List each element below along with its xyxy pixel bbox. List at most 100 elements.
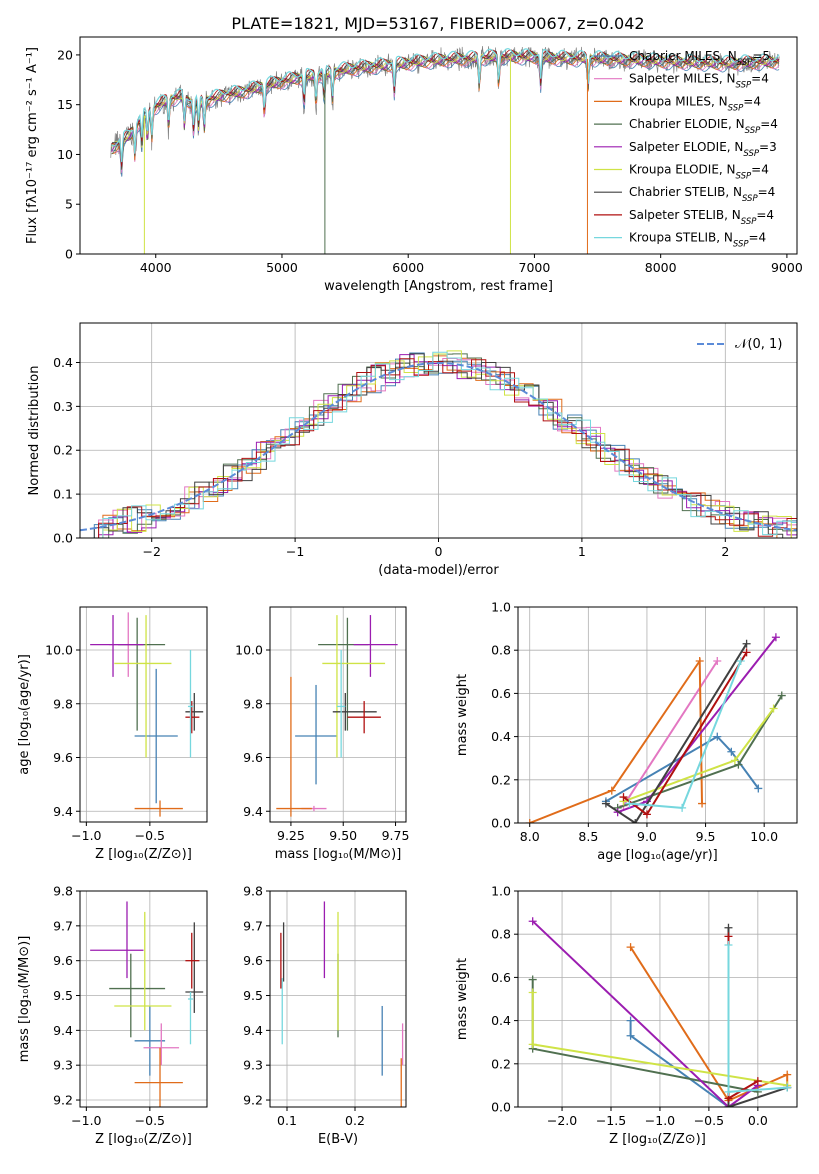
plot-area [276,615,398,817]
axes-frame [79,606,208,823]
x-axis-label: E(B-V) [318,1132,358,1147]
weight-marker [601,799,610,808]
weight-marker [771,633,780,642]
weight-marker [724,1087,733,1096]
weight-marker [528,917,537,926]
weight-marker [626,1016,635,1025]
y-tick-label: 0.4 [53,355,73,370]
y-tick-label: 1.0 [491,600,511,615]
x-tick-label: −1.0 [645,1113,675,1128]
x-tick-label: 8.5 [578,829,598,844]
x-tick-label: −1.0 [71,1113,101,1128]
axes-frame [517,890,798,1108]
y-tick-label: 0.4 [491,729,511,744]
histogram-chabrier-stelib [80,353,797,538]
x-tick-label: 2 [721,544,729,559]
weight-marker [736,657,745,665]
panel-age_vs_z: −1.0 −0.5 9.4 9.6 9.8 10.0 Z [log₁₀(Z/Z⊙)] age … [17,606,208,862]
x-tick-label: 9.25 [277,828,305,843]
panel-age_vs_mass: 9.25 9.50 9.75 9.4 9.6 9.8 10.0 mass [log₁₀(M/M… [235,606,410,862]
plot-area [110,46,780,254]
x-tick-label: −2.0 [547,1113,577,1128]
y-axis-label: mass weight [455,674,470,756]
plot-area [80,350,797,538]
weight-line [605,735,760,803]
axes-frame [269,606,407,823]
weight-marker [626,1031,635,1040]
x-tick-label: 10.0 [750,829,778,844]
weight-marker [724,932,733,941]
y-tick-label: 9.4 [53,1023,73,1038]
y-tick-label: 0.6 [491,686,511,701]
panel-weight_vs_z: −2.0 −1.5 −1.0 −0.5 0.0 0.0 0.2 0.4 0.6 0.8 1.0 Z [… [455,884,798,1147]
x-tick-label: 8.0 [520,829,540,844]
weight-marker [626,943,635,952]
axes-frame [79,890,208,1108]
panel-mass_vs_z: −1.0 −0.5 9.2 9.3 9.4 9.5 9.6 9.7 9.8 Z [log₁₀(Z/… [17,884,208,1147]
y-tick-label: 9.8 [243,696,263,711]
plot-area [90,612,204,817]
x-tick-label: 9.50 [329,828,357,843]
weight-marker [727,747,736,756]
x-tick-label: 4000 [140,260,172,275]
gaussian-curve [80,361,797,532]
axes-frame [517,606,798,824]
y-tick-label: 0.8 [491,643,511,658]
y-tick-label: 0.2 [491,1056,511,1071]
x-tick-label: 9.75 [382,828,410,843]
x-tick-label: 9.0 [637,829,657,844]
plot-area [90,901,204,1107]
plot-area [528,917,792,1107]
weight-marker [724,941,733,949]
weight-marker [678,803,687,812]
x-tick-label: −0.5 [135,828,165,843]
x-tick-label: 9000 [771,260,803,275]
y-tick-label: 20 [57,47,73,62]
x-tick-label: 8000 [645,260,677,275]
weight-marker [783,1083,792,1092]
x-tick-label: 0.0 [748,1113,768,1128]
y-tick-label: 9.8 [53,884,73,899]
plot-area [525,633,786,823]
panel-mass_vs_ebv: 0.1 0.2 9.2 9.3 9.4 9.5 9.6 9.7 9.8 E(B-V) [243,884,407,1147]
weight-marker [528,988,537,997]
y-tick-label: 9.6 [53,953,73,968]
y-tick-label: 0.0 [491,1100,511,1115]
y-tick-label: 9.4 [243,804,263,819]
weight-marker [695,657,704,665]
weight-marker [607,786,616,795]
y-tick-label: 15 [57,97,73,112]
y-tick-label: 9.8 [243,884,263,899]
y-tick-label: 9.2 [53,1093,73,1108]
y-tick-label: 9.8 [53,696,73,711]
x-tick-label: −2 [142,544,160,559]
axes-frame [79,322,798,539]
weight-marker [698,799,707,808]
plot-area [280,901,404,1107]
x-axis-label: age [log₁₀(age/yr)] [597,848,718,863]
weight-line [605,643,748,823]
x-axis-label: mass [log₁₀(M/M⊙)] [275,847,402,862]
weight-marker [777,691,786,700]
x-axis-label: Z [log₁₀(Z/Z⊙)] [609,1132,706,1147]
x-tick-label: 6000 [392,260,424,275]
x-axis-label: Z [log₁₀(Z/Z⊙)] [95,847,192,862]
x-tick-label: −0.5 [135,1113,165,1128]
y-tick-label: 0.4 [491,1013,511,1028]
y-tick-label: 10.0 [45,643,73,658]
panel-residuals: −2 −1 0 1 2 0.0 0.1 0.2 0.3 0.4 (data-model)/error… [27,322,798,578]
y-tick-label: 9.3 [243,1058,263,1073]
weight-marker [734,760,743,769]
y-axis-label: Normed distribution [27,366,42,496]
x-tick-label: 9.5 [696,829,716,844]
legend-label: 𝒩(0, 1) [735,337,782,352]
y-tick-label: 9.6 [243,750,263,765]
weight-marker [724,923,733,932]
x-tick-label: −0.5 [694,1113,724,1128]
weight-marker [713,657,722,665]
weight-marker [528,1040,537,1049]
weight-line [622,660,719,807]
y-tick-label: 0.2 [491,772,511,787]
x-tick-label: 1 [578,544,586,559]
y-tick-label: 9.3 [53,1058,73,1073]
